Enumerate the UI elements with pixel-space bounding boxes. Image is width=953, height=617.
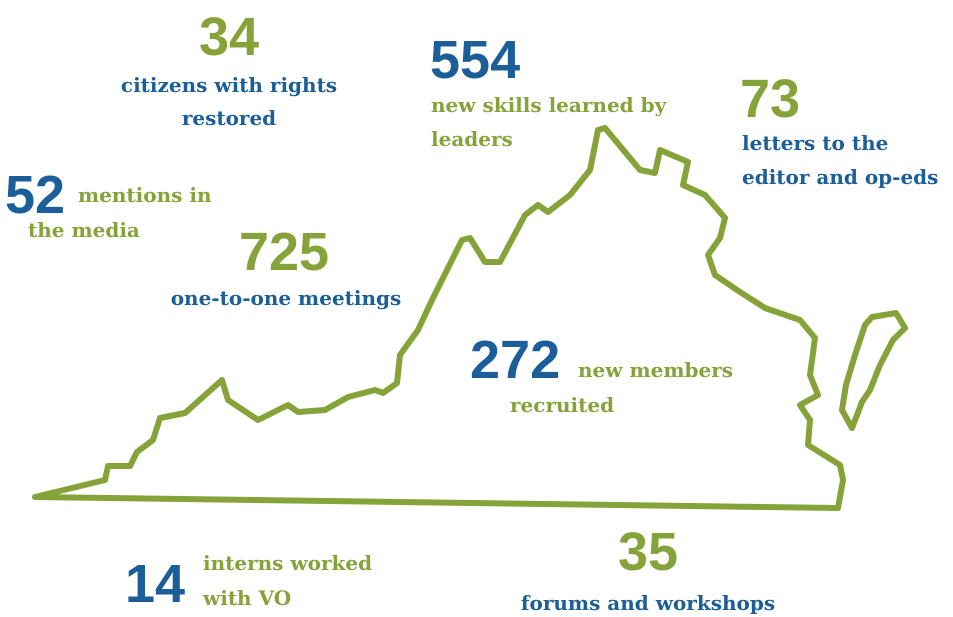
stat-number: 14	[125, 554, 185, 614]
stat-label: recruited	[510, 393, 614, 417]
stat-label: leaders	[431, 127, 513, 151]
stat-label: letters to the	[742, 131, 888, 155]
stat-number: 272	[470, 330, 560, 390]
virginia-outline	[32, 125, 846, 511]
eastern-shore-outline	[839, 310, 908, 431]
stat-label: interns worked	[203, 551, 372, 575]
stat-number: 34	[199, 7, 259, 67]
stat-label: forums and workshops	[521, 591, 775, 615]
stat-label: restored	[182, 106, 276, 130]
stat-number: 35	[618, 522, 678, 582]
stat-number: 554	[430, 30, 520, 90]
stat-number: 73	[740, 69, 800, 129]
stat-number: 725	[239, 222, 329, 282]
stat-label: the media	[28, 218, 140, 242]
stat-label: new skills learned by	[431, 93, 668, 117]
stat-label: editor and op-eds	[742, 165, 938, 189]
stat-label: new members	[578, 358, 733, 382]
stat-label: mentions in	[78, 183, 212, 207]
stat-number: 52	[5, 165, 65, 225]
stat-label: citizens with rights	[121, 73, 337, 97]
stat-label: with VO	[202, 586, 291, 610]
stat-label: one-to-one meetings	[171, 286, 402, 310]
